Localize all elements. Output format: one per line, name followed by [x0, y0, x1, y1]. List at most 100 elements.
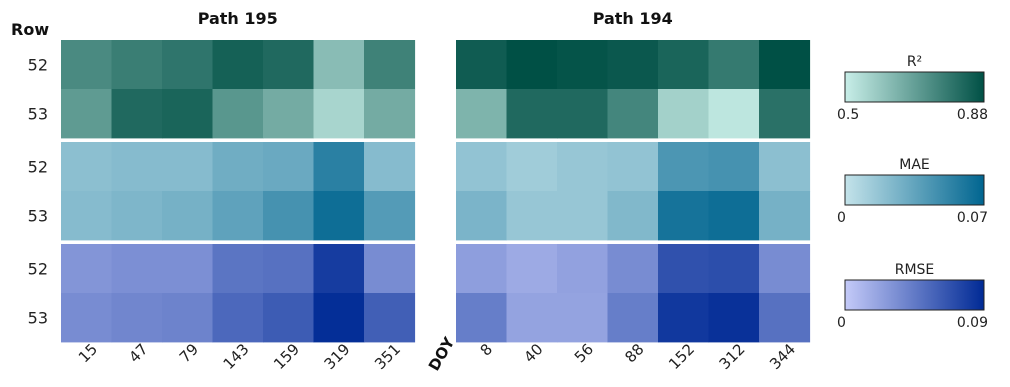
heatmap-cell: [364, 142, 416, 192]
heatmap-cell: [313, 293, 365, 343]
x-tick-label: 47: [125, 340, 151, 366]
heatmap-cell: [557, 244, 609, 294]
colorbar-gradient: [844, 71, 985, 103]
colorbars: R² 0.5 0.88 MAE 0 0.07 RMSE 0 0.09: [837, 54, 988, 331]
x-tick-label: 40: [520, 340, 546, 366]
heatmap-cell: [708, 191, 760, 241]
heatmap-cell: [759, 142, 811, 192]
colorbar-max-label: 0.09: [957, 315, 988, 331]
heatmap-cell: [61, 142, 113, 192]
heatmap-cell: [759, 40, 811, 90]
row-label: 52: [28, 260, 48, 279]
row-label: 52: [28, 56, 48, 75]
x-tick-label: 152: [665, 340, 698, 373]
row-label: 53: [28, 105, 48, 124]
heatmap-cell: [506, 191, 558, 241]
heatmap-cell: [364, 244, 416, 294]
heatmap-cell: [263, 89, 315, 139]
colorbar-title: MAE: [899, 157, 930, 173]
heatmap-cell: [263, 191, 315, 241]
heatmap-cell: [313, 89, 365, 139]
heatmap-cell: [708, 40, 760, 90]
heatmap-cell: [607, 40, 659, 90]
heatmap-cell: [364, 293, 416, 343]
heatmap-cell: [759, 191, 811, 241]
heatmap-cell: [212, 142, 264, 192]
heatmap-cell: [708, 89, 760, 139]
colorbar-min-label: 0: [837, 210, 846, 226]
heatmap-cell: [162, 40, 214, 90]
row-label: 52: [28, 158, 48, 177]
heatmap-cell: [263, 40, 315, 90]
heatmap-cell: [658, 191, 710, 241]
x-tick-label: 56: [571, 340, 597, 366]
heatmap-cell: [263, 142, 315, 192]
heatmap-cell: [607, 142, 659, 192]
heatmap-cell: [759, 244, 811, 294]
heatmap-cell: [313, 142, 365, 192]
heatmap-cell: [162, 191, 214, 241]
colorbar-max-label: 0.88: [957, 107, 988, 123]
colorbar-gradient: [844, 174, 985, 206]
x-tick-label: 143: [220, 340, 253, 373]
colorbar-min-label: 0: [837, 315, 846, 331]
heatmap-cell: [759, 293, 811, 343]
x-tick-label: 15: [75, 340, 101, 366]
doy-axis-label: DOY: [425, 333, 459, 374]
heatmap-cell: [456, 40, 508, 90]
heatmap-cell: [162, 244, 214, 294]
panel-title: Path 195: [198, 9, 278, 28]
x-tick-label: 351: [371, 340, 404, 373]
colorbar-max-label: 0.07: [957, 210, 988, 226]
x-tick-label: 312: [716, 340, 749, 373]
heatmap-cell: [111, 293, 163, 343]
colorbar-title: RMSE: [895, 262, 935, 278]
heatmap-panels: Path 195 15 47 79 143 159 319 351 Path 194 8 40 56 8…: [28, 9, 811, 373]
heatmap-cell: [708, 142, 760, 192]
heatmap-cell: [313, 40, 365, 90]
colorbar-2: MAE 0 0.07: [837, 157, 988, 226]
heatmap-cell: [111, 40, 163, 90]
heatmap-cell: [61, 40, 113, 90]
colorbar-gradient: [844, 279, 985, 311]
heatmap-cell: [61, 293, 113, 343]
heatmap-cell: [456, 293, 508, 343]
heatmap-cell: [212, 244, 264, 294]
heatmap-cell: [313, 244, 365, 294]
heatmap-cell: [708, 244, 760, 294]
heatmap-cell: [456, 244, 508, 294]
heatmap-cell: [607, 244, 659, 294]
colorbar-3: RMSE 0 0.09: [837, 262, 988, 331]
heatmap-cell: [506, 89, 558, 139]
heatmap-cell: [111, 89, 163, 139]
heatmap-cell: [456, 191, 508, 241]
heatmap-cell: [557, 191, 609, 241]
panel-1: Path 195 15 47 79 143 159 319 351: [61, 9, 416, 373]
colorbar-title: R²: [907, 54, 922, 70]
heatmap-cell: [708, 293, 760, 343]
heatmap-cell: [162, 293, 214, 343]
heatmap-cell: [658, 293, 710, 343]
heatmap-cell: [658, 89, 710, 139]
row-axis-label: Row: [11, 20, 49, 39]
heatmap-cell: [607, 293, 659, 343]
colorbar-min-label: 0.5: [837, 107, 859, 123]
heatmap-cell: [607, 89, 659, 139]
heatmap-cell: [364, 191, 416, 241]
heatmap-cell: [456, 142, 508, 192]
heatmap-cell: [557, 40, 609, 90]
heatmap-cell: [61, 244, 113, 294]
heatmap-cell: [111, 244, 163, 294]
heatmap-cell: [506, 142, 558, 192]
heatmap-cell: [506, 244, 558, 294]
row-label: 53: [28, 207, 48, 226]
heatmap-cell: [111, 191, 163, 241]
heatmap-cell: [759, 89, 811, 139]
heatmap-cell: [212, 89, 264, 139]
heatmap-cell: [212, 293, 264, 343]
heatmap-cell: [506, 40, 558, 90]
heatmap-cell: [506, 293, 558, 343]
heatmap-cell: [557, 293, 609, 343]
x-tick-label: 344: [766, 340, 799, 373]
